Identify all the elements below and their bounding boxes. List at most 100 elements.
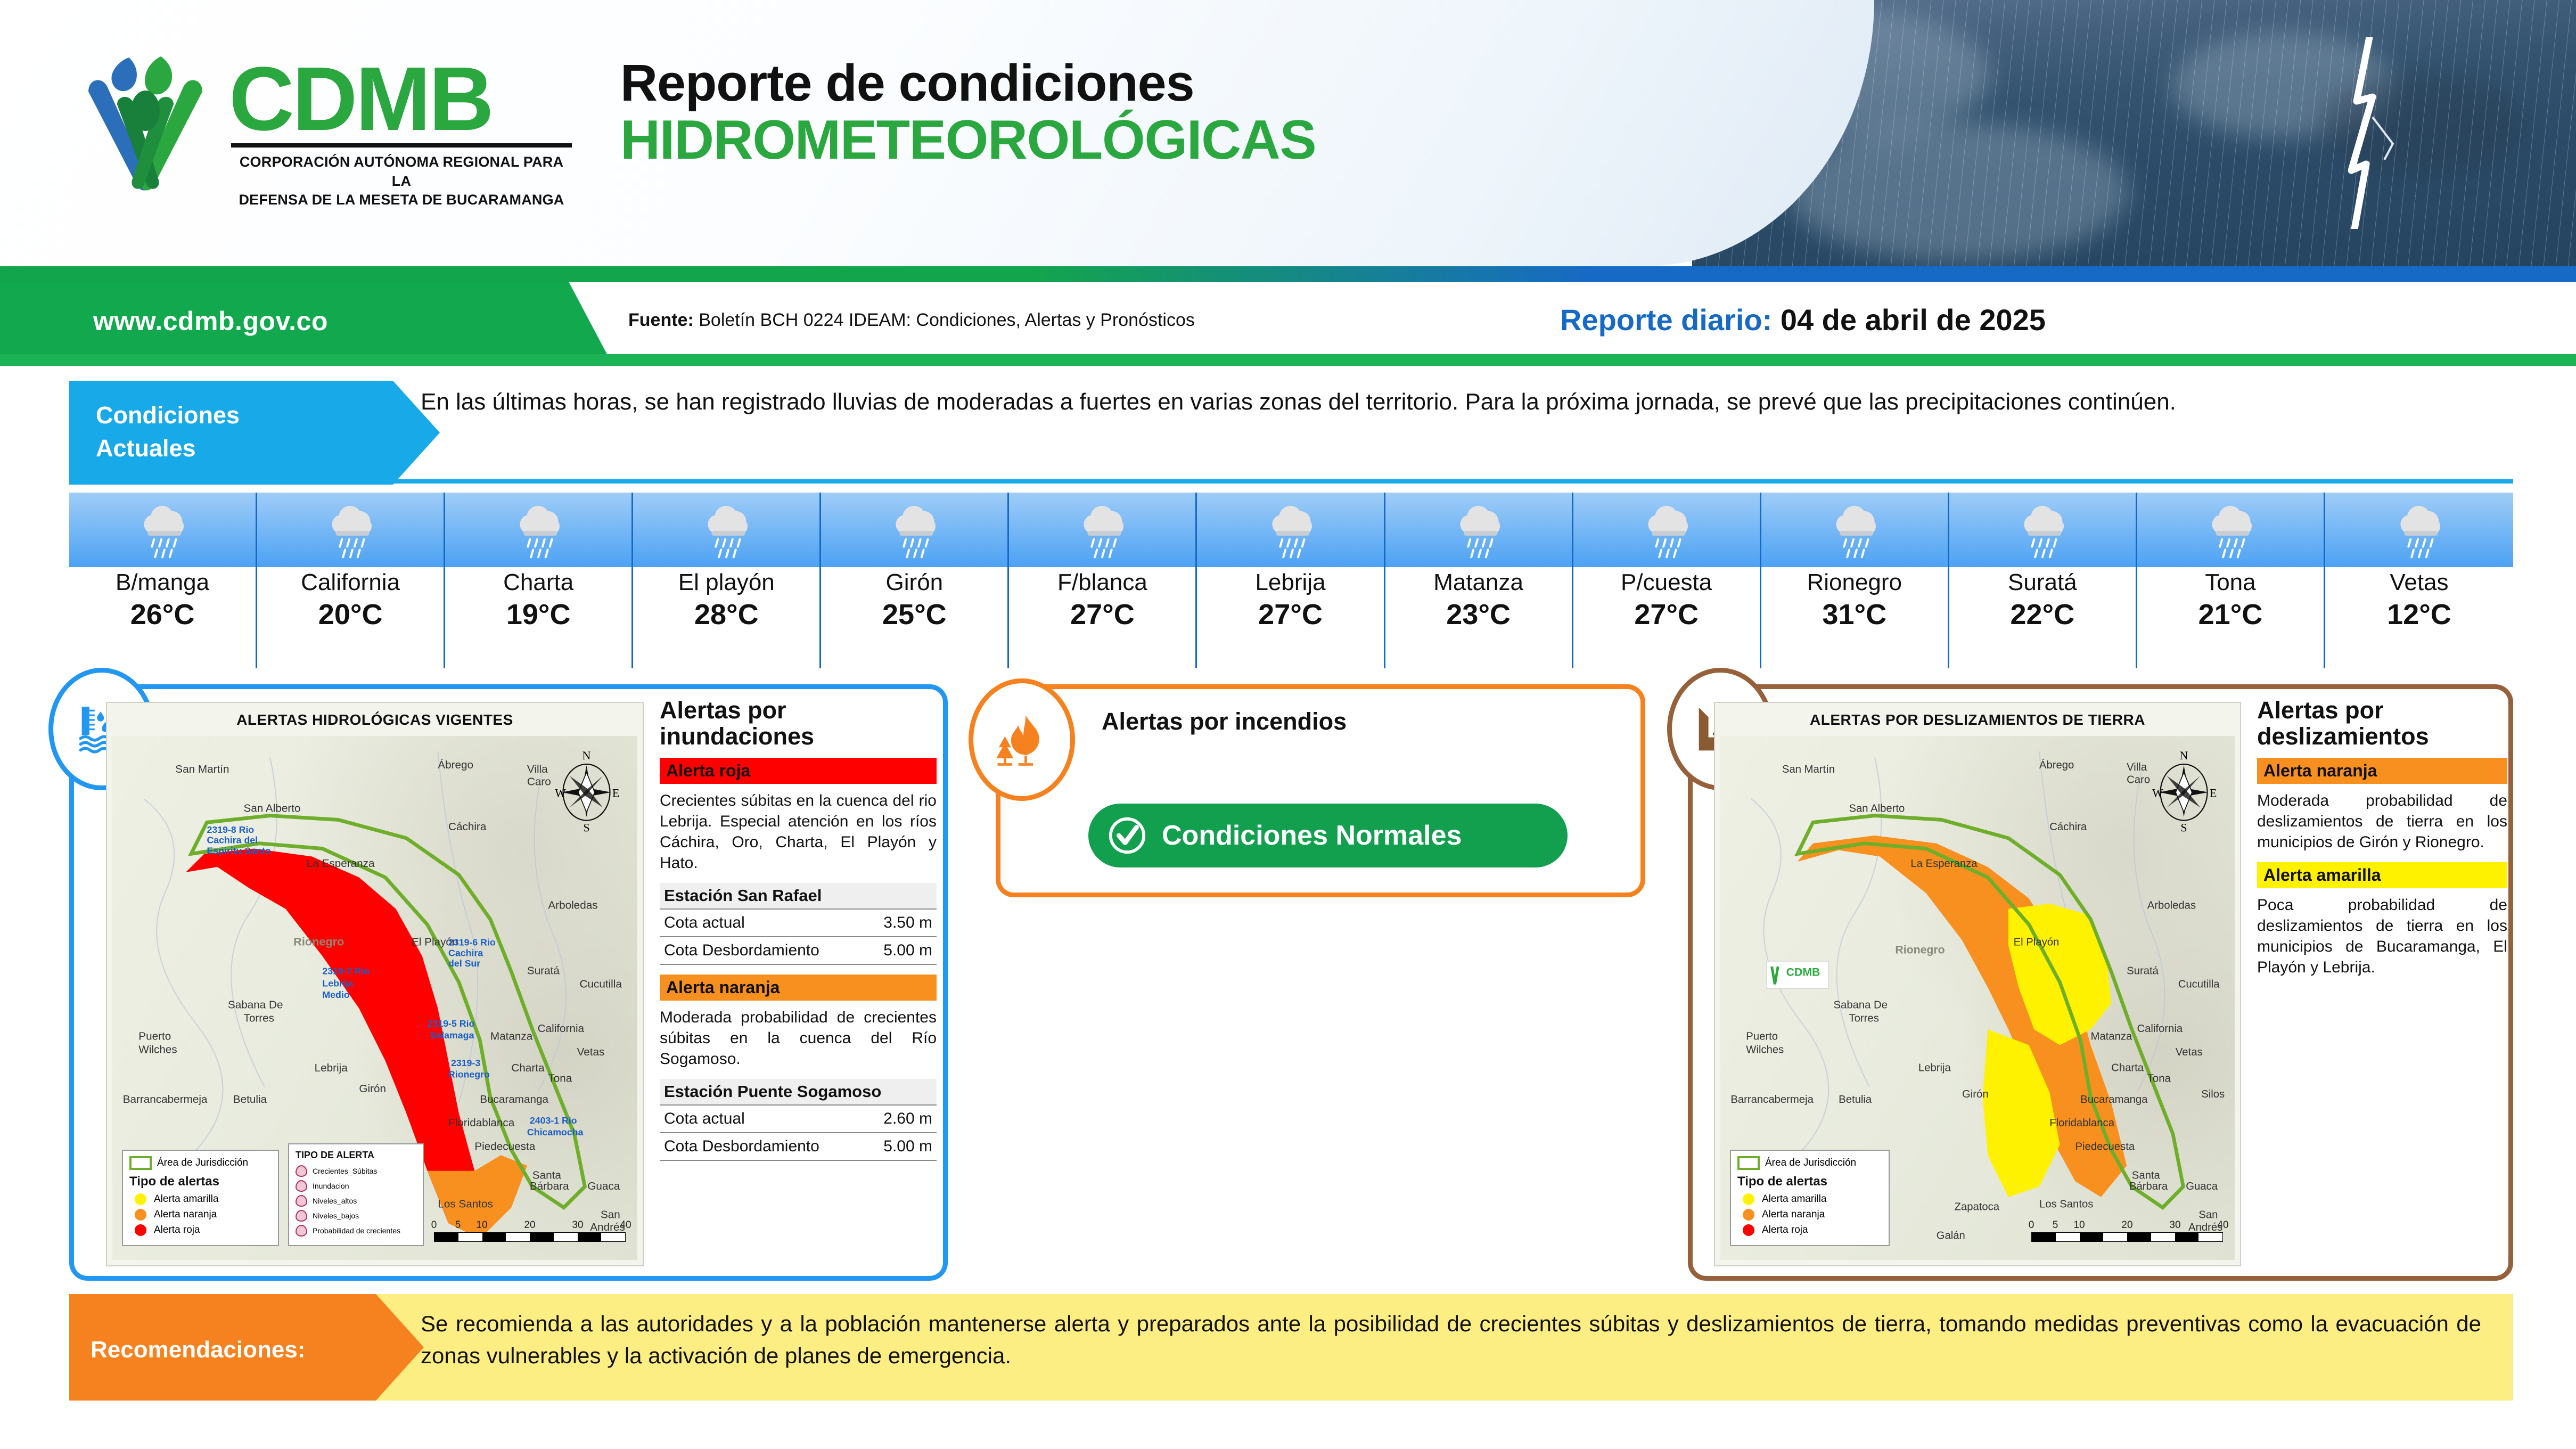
weather-icon-cell [69,493,258,567]
jurisdiction-swatch [129,1156,152,1170]
svg-text:S: S [2180,821,2187,834]
city-temp-cell: Charta 19°C [445,567,634,668]
city-name: Girón [885,569,944,595]
svg-text:2319-6 Rio: 2319-6 Rio [448,937,496,948]
legend2-item: Inundacion [313,1182,349,1190]
svg-text:Betulia: Betulia [1839,1093,1872,1106]
weather-icon-cell [1197,493,1385,567]
rain-cloud-icon [708,505,748,559]
city-temperature: 27°C [1070,599,1135,631]
check-circle-icon [1109,817,1146,854]
city-temperature: 19°C [506,599,571,631]
svg-text:Sabana De: Sabana De [1834,999,1888,1011]
scale-label: 5 [2052,1219,2058,1231]
station-row-value: 5.00 m [883,942,932,960]
legend-dot-red [135,1224,146,1236]
city-name: B/manga [115,569,210,595]
legend-jurisdiction-label: Área de Jurisdicción [157,1157,249,1168]
svg-text:2319-5 Rio: 2319-5 Rio [428,1018,475,1029]
city-temp-cell: F/blanca 27°C [1009,567,1197,668]
svg-text:Zapatoca: Zapatoca [1955,1200,2000,1213]
svg-text:Torres: Torres [1849,1012,1879,1024]
title-line-2: HIDROMETEOROLÓGICAS [620,109,1317,171]
report-date-label: Reporte diario: [1560,303,1773,337]
legend-item-label: Alerta naranja [1762,1209,1825,1220]
city-temperature: 27°C [1634,599,1699,631]
weather-icon-cell [821,493,1010,567]
logo-divider [231,143,572,148]
svg-text:2319-7 Rio: 2319-7 Rio [322,966,370,977]
logo-subtitle-line1: CORPORACIÓN AUTÓNOMA REGIONAL PARA LA [239,154,564,189]
svg-text:Cucutilla: Cucutilla [580,978,622,990]
recommendations-tag [69,1294,373,1401]
compass-rose-icon: N S W E [2152,749,2217,834]
header-accent-bar [0,266,2576,282]
svg-text:Caro: Caro [527,776,551,788]
svg-text:Rionegro: Rionegro [293,935,344,948]
svg-text:del Sur: del Sur [448,958,480,969]
landslide-alerts-map[interactable]: ALERTAS POR DESLIZAMIENTOS DE TIERRA [1714,702,2241,1266]
svg-text:Cucutilla: Cucutilla [2178,978,2220,990]
alerts-panels: ALERTAS HIDROLÓGICAS VIGENTES [48,668,2513,1281]
logo-acronym: CDMB [229,48,494,150]
city-temp-cell: Girón 25°C [821,567,1010,668]
city-name: Charta [503,569,574,595]
svg-text:La Esperanza: La Esperanza [307,857,375,870]
alert-description: Crecientes súbitas en la cuenca del rio … [660,792,937,872]
svg-text:Bárbara: Bárbara [530,1180,569,1192]
svg-text:Ábrego: Ábrego [2039,759,2074,771]
legend-title: Tipo de alertas [1737,1174,1827,1189]
svg-text:Floridablanca: Floridablanca [2049,1117,2114,1129]
legend-jurisdiction-label: Área de Jurisdicción [1765,1157,1857,1168]
current-conditions-text: En las últimas horas, se han registrado … [421,389,2176,415]
svg-text:San Martín: San Martín [1782,763,1835,775]
city-name: Suratá [2008,569,2077,595]
weather-icon-cell [1761,493,1949,567]
rain-cloud-icon [332,505,372,559]
header-white-panel [0,0,1874,266]
source-label: Fuente: [628,310,694,330]
svg-text:Torres: Torres [244,1012,274,1024]
svg-text:Barrancabermeja: Barrancabermeja [123,1093,208,1106]
flood-panel-heading: Alertas por inundaciones [660,697,815,750]
city-temp-cell: P/cuesta 27°C [1573,567,1761,668]
svg-text:N: N [2180,749,2188,762]
cdmb-logo-mark-icon [88,56,202,191]
svg-text:Arboledas: Arboledas [548,899,597,912]
city-temperature: 31°C [1822,599,1887,631]
svg-text:Vetas: Vetas [2176,1046,2203,1058]
legend-item-label: Alerta roja [1762,1224,1808,1235]
svg-text:San Alberto: San Alberto [244,803,301,815]
svg-text:El Playón: El Playón [412,936,458,948]
pin-icon [296,1180,307,1192]
rain-cloud-icon [1084,505,1124,559]
svg-text:Santa: Santa [2132,1169,2161,1181]
hydro-map-legend: Área de Jurisdicción Tipo de alertas Ale… [122,1150,279,1246]
scale-label: 20 [524,1219,536,1231]
station-row-value: 3.50 m [883,914,932,932]
city-temperature: 20°C [318,599,383,631]
svg-text:La Esperanza: La Esperanza [1910,857,1978,870]
svg-text:Rionegro: Rionegro [448,1069,490,1080]
landslide-map-title: ALERTAS POR DESLIZAMIENTOS DE TIERRA [1810,711,2145,728]
legend2-item: Crecientes_Súbitas [313,1167,378,1175]
svg-text:Andrés: Andrés [590,1221,625,1233]
svg-text:Los Santos: Los Santos [2039,1198,2093,1210]
legend-item-label: Alerta roja [154,1224,200,1235]
legend2-item: Niveles_bajos [313,1211,359,1220]
legend2-title: TIPO DE ALERTA [296,1150,374,1160]
city-temp-cell: Vetas 12°C [2325,567,2514,668]
hydro-map-scale-bar: 0 5 10 20 30 40 [431,1219,631,1242]
weather-icon-cell [2137,493,2325,567]
svg-text:Suratá: Suratá [2127,965,2159,977]
scale-label: 20 [2121,1219,2133,1231]
svg-text:Tona: Tona [2147,1072,2171,1084]
svg-text:Puerto: Puerto [138,1030,171,1043]
cdmb-logo: CDMB CORPORACIÓN AUTÓNOMA REGIONAL PARA … [69,47,602,223]
rain-cloud-icon [1459,505,1500,559]
website-link[interactable]: www.cdmb.gov.co [93,306,328,336]
hydrological-alerts-map[interactable]: ALERTAS HIDROLÓGICAS VIGENTES [106,702,644,1266]
svg-text:Guaca: Guaca [2186,1180,2218,1192]
